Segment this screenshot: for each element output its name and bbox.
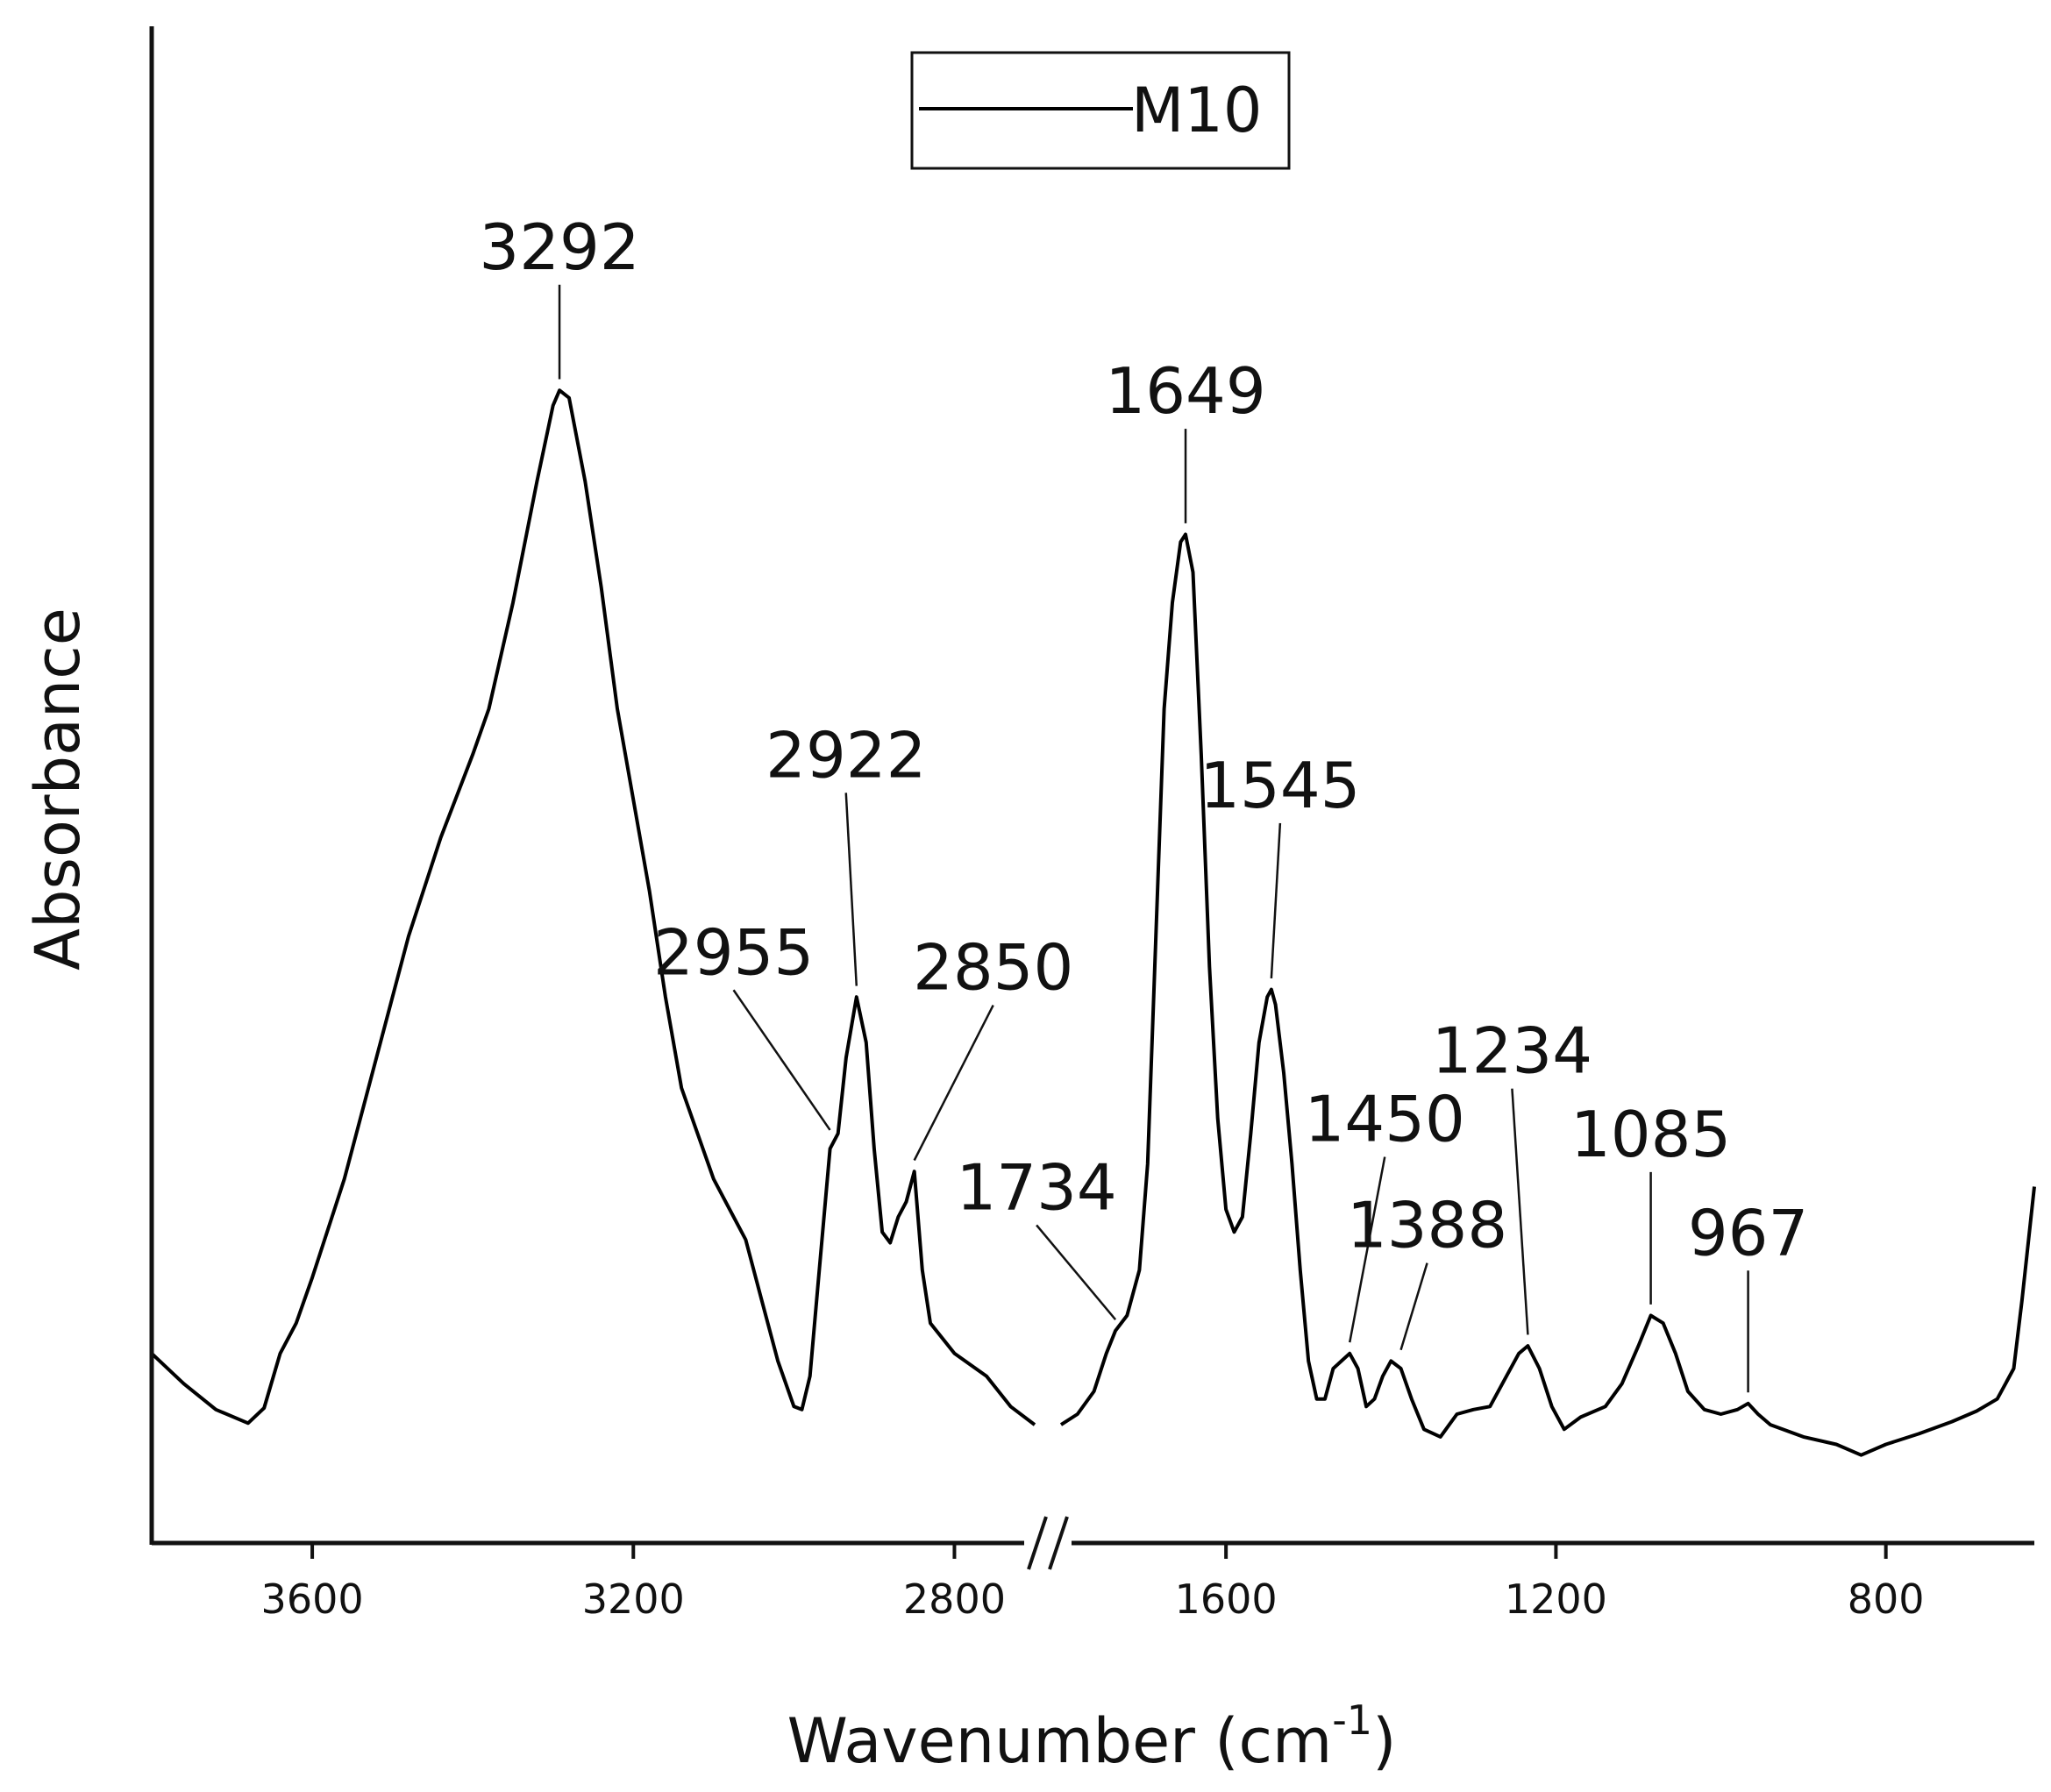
peak-leader-1734 xyxy=(1036,1224,1117,1320)
x-tick-label-800: 800 xyxy=(1848,1575,1925,1623)
x-tick-label-2800: 2800 xyxy=(903,1575,1006,1623)
axes-group: 3600 3200 2800 1600 1200 800 xyxy=(149,26,2034,1623)
peak-label-1734: 1734 xyxy=(956,1150,1116,1224)
peak-label-1388: 1388 xyxy=(1347,1189,1507,1262)
peak-label-2955: 2955 xyxy=(653,915,814,989)
peak-leader-1450 xyxy=(1349,1156,1386,1343)
plot-marks xyxy=(150,388,2036,1457)
series-line-m10-segment-1 xyxy=(150,388,1036,1426)
peak-label-1450: 1450 xyxy=(1305,1083,1465,1156)
peak-label-2850: 2850 xyxy=(913,931,1073,1005)
x-axis-title-main: Wavenumber (cm xyxy=(787,1705,1333,1777)
peak-leader-1545 xyxy=(1270,822,1282,978)
peak-leader-1234 xyxy=(1511,1088,1529,1335)
x-axis-title: Wavenumber (cm-1) xyxy=(787,1696,1397,1777)
x-tick-label-3200: 3200 xyxy=(582,1575,685,1623)
x-tick-label-1200: 1200 xyxy=(1505,1575,1607,1623)
peak-leader-2922 xyxy=(844,793,858,986)
peak-annotations: 3292 2955 2922 2850 1734 1649 1545 1450 1388 1234… xyxy=(479,210,1808,1393)
y-axis-title: Absorbance xyxy=(22,608,94,971)
peak-label-1085: 1085 xyxy=(1570,1098,1731,1171)
peak-leader-2955 xyxy=(732,989,831,1131)
peak-label-1234: 1234 xyxy=(1432,1014,1592,1088)
peak-label-2922: 2922 xyxy=(766,718,926,792)
peak-label-3292: 3292 xyxy=(479,210,639,284)
peak-leader-1388 xyxy=(1399,1262,1428,1351)
peak-label-967: 967 xyxy=(1688,1196,1808,1269)
axis-break-mark-left xyxy=(1027,1516,1048,1570)
series-line-m10-segment-2 xyxy=(1059,532,2036,1457)
peak-label-1649: 1649 xyxy=(1105,354,1265,428)
legend-label-m10: M10 xyxy=(1131,75,1262,146)
x-axis-title-superscript: -1 xyxy=(1332,1696,1372,1744)
x-axis-title-suffix: ) xyxy=(1372,1705,1396,1777)
peak-label-1545: 1545 xyxy=(1200,749,1360,822)
axis-break-mark-right xyxy=(1048,1516,1069,1570)
peak-leader-2850 xyxy=(913,1004,994,1162)
x-tick-label-3600: 3600 xyxy=(261,1575,364,1623)
x-tick-label-1600: 1600 xyxy=(1175,1575,1278,1623)
legend: M10 xyxy=(910,51,1291,170)
